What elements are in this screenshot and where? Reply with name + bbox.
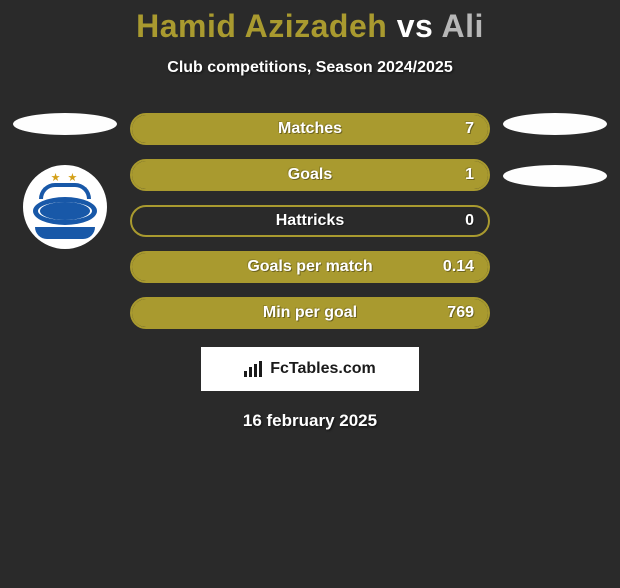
club-logo: ★ ★ [23,165,107,249]
chart-icon [244,361,264,377]
comparison-card: Hamid Azizadeh vs Ali Club competitions,… [0,8,620,431]
stat-bar: Goals per match0.14 [130,251,490,283]
stat-value: 0 [465,212,474,230]
player1-name: Hamid Azizadeh [136,8,387,44]
stat-bar: Min per goal769 [130,297,490,329]
stat-value: 7 [465,120,474,138]
stats-column: Matches7Goals1Hattricks0Goals per match0… [124,113,496,329]
stat-label: Goals [132,166,488,184]
stat-bar: Goals1 [130,159,490,191]
player2-name: Ali [441,8,483,44]
player1-avatar-placeholder [13,113,117,135]
brand-badge: FcTables.com [201,347,419,391]
stat-value: 1 [465,166,474,184]
stat-bar: Hattricks0 [130,205,490,237]
stat-value: 769 [447,304,474,322]
left-column: ★ ★ [6,113,124,249]
player2-avatar-placeholder [503,113,607,135]
stat-bar: Matches7 [130,113,490,145]
stat-label: Min per goal [132,304,488,322]
player2-club-placeholder [503,165,607,187]
subtitle: Club competitions, Season 2024/2025 [0,59,620,77]
right-column [496,113,614,187]
stat-value: 0.14 [443,258,474,276]
stat-label: Hattricks [132,212,488,230]
stat-label: Goals per match [132,258,488,276]
date-text: 16 february 2025 [0,411,620,431]
club-logo-graphic: ★ ★ [31,173,99,241]
main-row: ★ ★ Matches7 Goals1 Hattricks0 Goals per ma… [0,113,620,329]
stat-label: Matches [132,120,488,138]
page-title: Hamid Azizadeh vs Ali [0,8,620,45]
brand-text: FcTables.com [270,360,376,378]
vs-text: vs [397,8,434,44]
